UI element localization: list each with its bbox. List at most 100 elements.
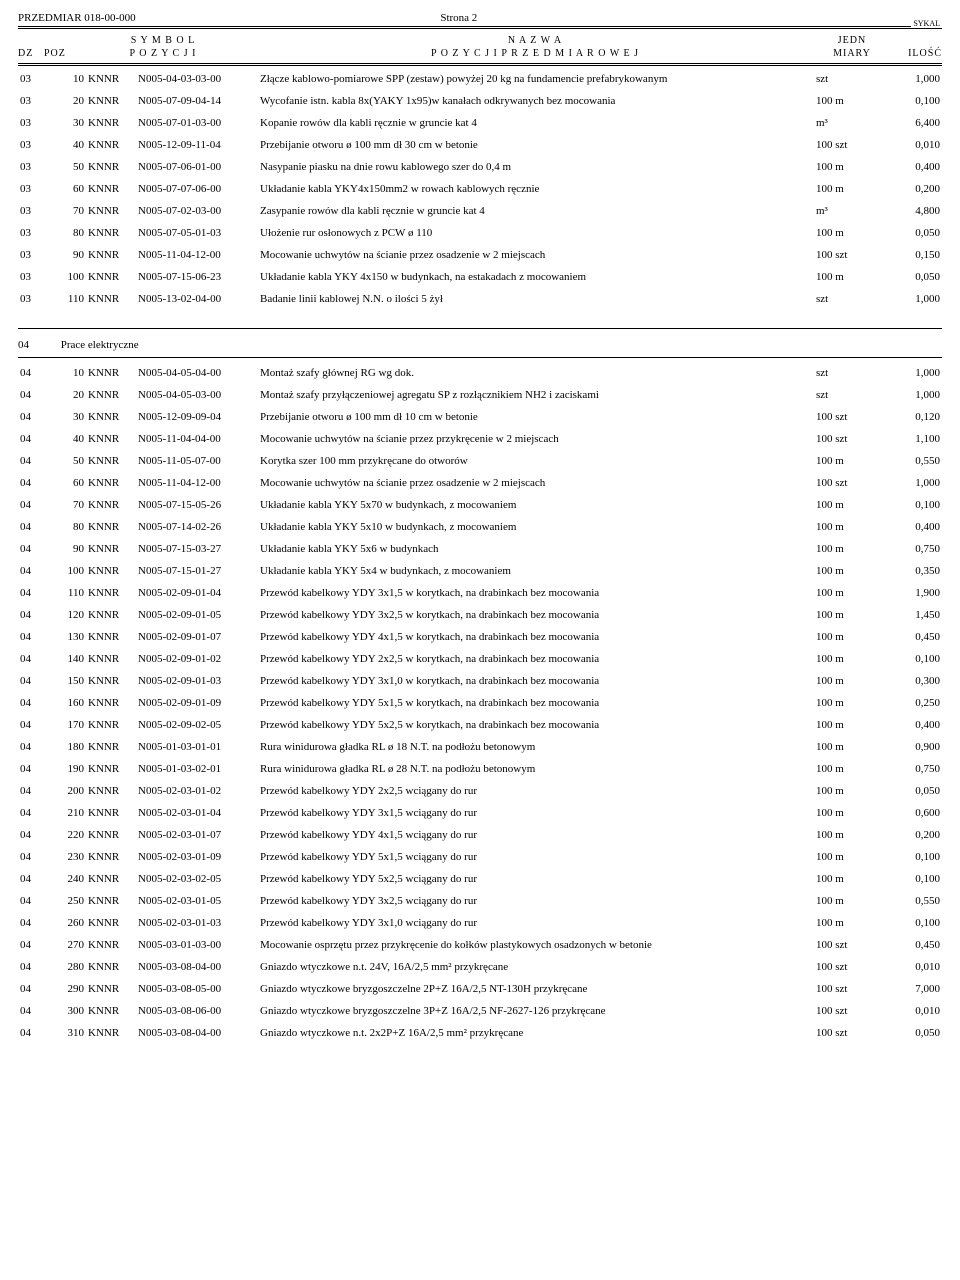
cell-knnr: KNNR	[86, 494, 136, 516]
cell-code: N005-03-08-06-00	[136, 1000, 258, 1022]
cell-unit: 100 m	[814, 802, 878, 824]
cell-qty: 7,000	[878, 978, 942, 1000]
cell-knnr: KNNR	[86, 934, 136, 956]
table-row: 0460KNNRN005-11-04-12-00Mocowanie uchwyt…	[18, 472, 942, 494]
cell-dz: 03	[18, 156, 48, 178]
table-row: 0350KNNRN005-07-06-01-00Nasypanie piasku…	[18, 156, 942, 178]
table-row: 0380KNNRN005-07-05-01-03Ułożenie rur osł…	[18, 222, 942, 244]
cell-code: N005-07-01-03-00	[136, 112, 258, 134]
cell-knnr: KNNR	[86, 736, 136, 758]
cell-dz: 04	[18, 648, 48, 670]
cell-poz: 70	[48, 200, 86, 222]
cell-code: N005-03-01-03-00	[136, 934, 258, 956]
cell-code: N005-02-03-01-07	[136, 824, 258, 846]
cell-poz: 220	[48, 824, 86, 846]
cell-desc: Korytka szer 100 mm przykręcane do otwor…	[258, 450, 814, 472]
cell-qty: 1,000	[878, 384, 942, 406]
cell-poz: 270	[48, 934, 86, 956]
cell-knnr: KNNR	[86, 890, 136, 912]
cell-unit: 100 m	[814, 648, 878, 670]
column-header-2: DZ POZ P O Z Y C J I P O Z Y C J I P R Z…	[18, 48, 942, 61]
table-row: 04300KNNRN005-03-08-06-00Gniazdo wtyczko…	[18, 1000, 942, 1022]
table-row: 04160KNNRN005-02-09-01-09Przewód kabelko…	[18, 692, 942, 714]
cell-code: N005-12-09-09-04	[136, 406, 258, 428]
cell-code: N005-02-09-01-03	[136, 670, 258, 692]
cell-knnr: KNNR	[86, 538, 136, 560]
cell-code: N005-03-08-05-00	[136, 978, 258, 1000]
cell-desc: Przebijanie otworu ø 100 mm dł 30 cm w b…	[258, 134, 814, 156]
table-row: 04190KNNRN005-01-03-02-01Rura winidurowa…	[18, 758, 942, 780]
table-row: 04200KNNRN005-02-03-01-02Przewód kabelko…	[18, 780, 942, 802]
cell-qty: 0,100	[878, 846, 942, 868]
section-04-dz: 04	[18, 339, 44, 351]
cell-dz: 04	[18, 1000, 48, 1022]
page-header: PRZEDMIAR 018-00-000 Strona 2	[18, 12, 942, 24]
cell-dz: 03	[18, 68, 48, 90]
cell-poz: 70	[48, 494, 86, 516]
cell-poz: 250	[48, 890, 86, 912]
cell-qty: 0,350	[878, 560, 942, 582]
section-04-table: 0410KNNRN005-04-05-04-00Montaż szafy głó…	[18, 362, 942, 1044]
cell-poz: 50	[48, 156, 86, 178]
cell-code: N005-02-09-01-05	[136, 604, 258, 626]
cell-unit: szt	[814, 288, 878, 310]
cell-code: N005-02-09-01-02	[136, 648, 258, 670]
cell-poz: 30	[48, 406, 86, 428]
cell-qty: 0,900	[878, 736, 942, 758]
cell-dz: 04	[18, 714, 48, 736]
table-row: 04170KNNRN005-02-09-02-05Przewód kabelko…	[18, 714, 942, 736]
table-row: 04140KNNRN005-02-09-01-02Przewód kabelko…	[18, 648, 942, 670]
cell-unit: 100 szt	[814, 244, 878, 266]
cell-unit: 100 m	[814, 626, 878, 648]
cell-desc: Układanie kabla YKY 5x4 w budynkach, z m…	[258, 560, 814, 582]
cell-unit: 100 m	[814, 494, 878, 516]
cell-knnr: KNNR	[86, 200, 136, 222]
cell-code: N005-07-15-05-26	[136, 494, 258, 516]
table-row: 04290KNNRN005-03-08-05-00Gniazdo wtyczko…	[18, 978, 942, 1000]
cell-knnr: KNNR	[86, 604, 136, 626]
cell-knnr: KNNR	[86, 780, 136, 802]
table-row: 04310KNNRN005-03-08-04-00Gniazdo wtyczko…	[18, 1022, 942, 1044]
cell-qty: 1,000	[878, 288, 942, 310]
cell-desc: Przewód kabelkowy YDY 4x1,5 w korytkach,…	[258, 626, 814, 648]
cell-unit: 100 m	[814, 156, 878, 178]
cell-dz: 03	[18, 222, 48, 244]
cell-dz: 04	[18, 582, 48, 604]
cell-poz: 50	[48, 450, 86, 472]
cell-poz: 230	[48, 846, 86, 868]
cell-dz: 04	[18, 362, 48, 384]
cell-unit: 100 m	[814, 912, 878, 934]
cell-unit: 100 szt	[814, 978, 878, 1000]
cell-code: N005-03-08-04-00	[136, 1022, 258, 1044]
cell-dz: 03	[18, 244, 48, 266]
cell-knnr: KNNR	[86, 912, 136, 934]
cell-poz: 150	[48, 670, 86, 692]
cell-desc: Złącze kablowo-pomiarowe SPP (zestaw) po…	[258, 68, 814, 90]
cell-desc: Gniazdo wtyczkowe bryzgoszczelne 3P+Z 16…	[258, 1000, 814, 1022]
cell-dz: 03	[18, 134, 48, 156]
cell-poz: 40	[48, 428, 86, 450]
cell-qty: 0,400	[878, 714, 942, 736]
cell-dz: 04	[18, 472, 48, 494]
section-divider-bottom	[18, 357, 942, 358]
cell-unit: 100 szt	[814, 956, 878, 978]
cell-knnr: KNNR	[86, 956, 136, 978]
cell-dz: 04	[18, 604, 48, 626]
cell-desc: Montaż szafy głównej RG wg dok.	[258, 362, 814, 384]
cell-dz: 04	[18, 802, 48, 824]
cell-unit: m³	[814, 112, 878, 134]
col-jedn-1: JEDN	[838, 35, 866, 46]
cell-qty: 6,400	[878, 112, 942, 134]
cell-unit: 100 m	[814, 824, 878, 846]
cell-unit: 100 m	[814, 890, 878, 912]
cell-dz: 04	[18, 890, 48, 912]
cell-knnr: KNNR	[86, 384, 136, 406]
cell-qty: 0,050	[878, 1022, 942, 1044]
cell-code: N005-11-04-12-00	[136, 244, 258, 266]
cell-desc: Układanie kabla YKY 4x150 w budynkach, n…	[258, 266, 814, 288]
cell-qty: 1,900	[878, 582, 942, 604]
table-row: 0360KNNRN005-07-07-06-00Układanie kabla …	[18, 178, 942, 200]
cell-dz: 03	[18, 200, 48, 222]
header-left: PRZEDMIAR 018-00-000	[18, 12, 136, 24]
cell-knnr: KNNR	[86, 450, 136, 472]
